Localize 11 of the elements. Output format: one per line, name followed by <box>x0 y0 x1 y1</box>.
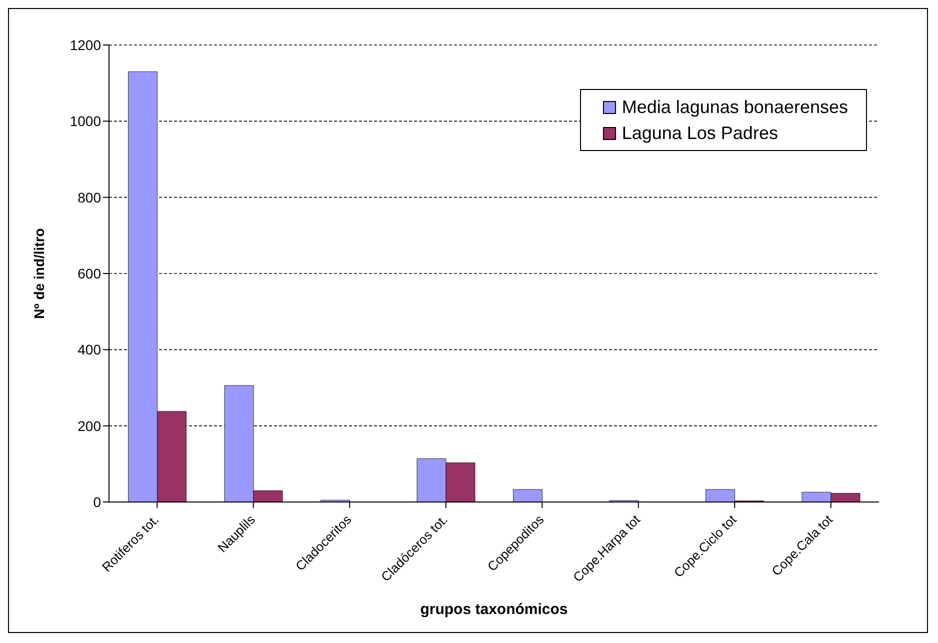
y-axis-title: Nº de ind/litro <box>30 228 47 319</box>
y-tick-label: 400 <box>78 342 102 358</box>
y-tick-label: 1000 <box>70 113 102 130</box>
y-tick-label: 200 <box>78 418 102 434</box>
y-tick-label: 600 <box>78 265 102 282</box>
x-axis-title: grupos taxonómicos <box>420 601 568 618</box>
legend-label: Media lagunas bonaerenses <box>622 96 848 119</box>
legend-label: Laguna Los Padres <box>622 122 778 145</box>
y-tick-label: 0 <box>93 494 102 510</box>
y-tick-label: 800 <box>78 189 102 206</box>
y-tick-label: 1200 <box>70 36 102 53</box>
